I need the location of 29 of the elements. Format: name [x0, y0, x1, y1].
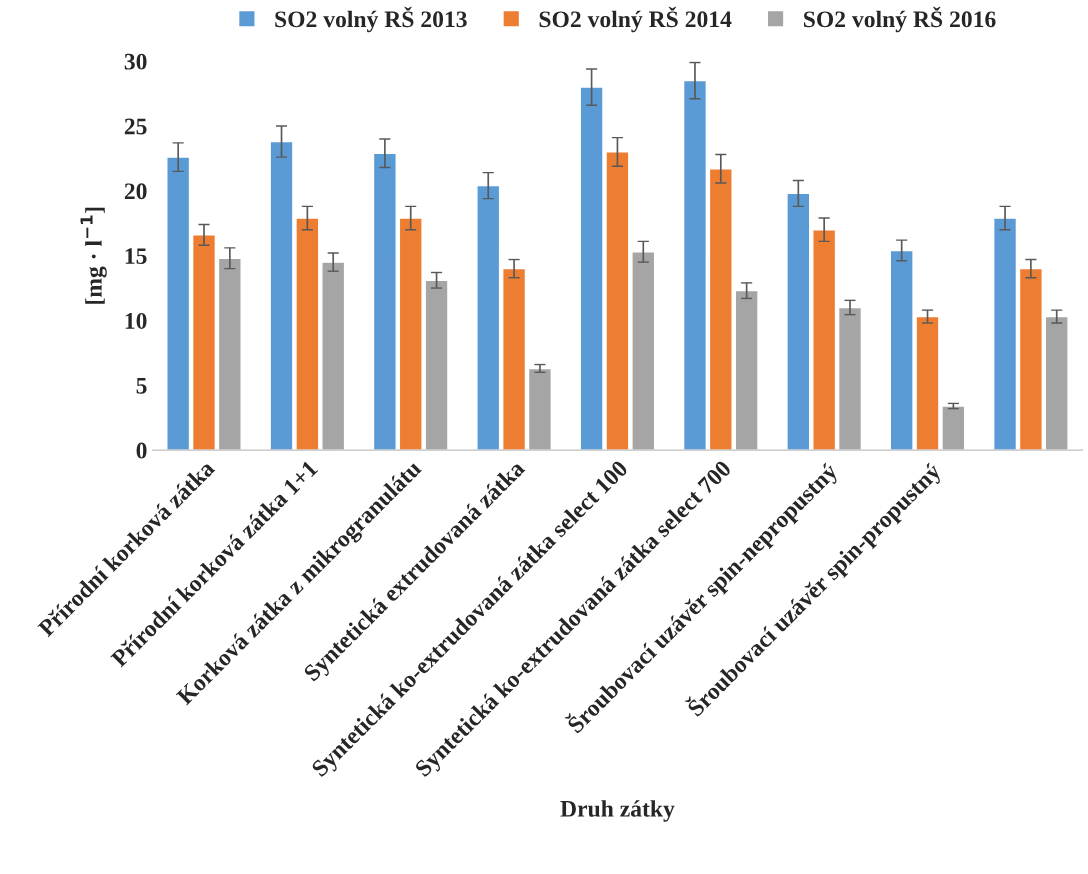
x-axis-title: Druh zátky	[560, 800, 675, 822]
bar	[812, 229, 837, 451]
bar	[321, 261, 346, 451]
bar	[527, 367, 552, 451]
bar	[502, 267, 527, 451]
bar	[372, 152, 397, 451]
bar	[837, 306, 863, 451]
y-tick-label: 10	[125, 312, 147, 329]
bar	[734, 289, 759, 451]
bar	[1044, 315, 1069, 451]
y-tick-label: 20	[124, 183, 147, 200]
y-tick-label: 0	[136, 442, 147, 459]
bar	[191, 234, 217, 451]
bar	[682, 79, 708, 451]
bar	[1018, 267, 1043, 451]
bar	[166, 156, 191, 451]
legend-label: SO2 volný RŠ 2013	[275, 6, 467, 33]
y-tick-label: 30	[124, 53, 147, 70]
y-tick-label: 5	[136, 378, 147, 394]
y-tick-label: 15	[125, 248, 147, 265]
bar	[476, 184, 501, 451]
y-tick-label: 25	[124, 118, 147, 135]
bar	[708, 168, 733, 451]
bar	[217, 257, 242, 451]
bar	[786, 192, 811, 451]
legend-label: SO2 volný RŠ 2016	[804, 6, 996, 33]
legend-label: SO2 volný RŠ 2014	[539, 6, 732, 33]
y-axis-title: [mg · l$^{−1}$]	[80, 207, 107, 304]
bar	[992, 217, 1018, 451]
